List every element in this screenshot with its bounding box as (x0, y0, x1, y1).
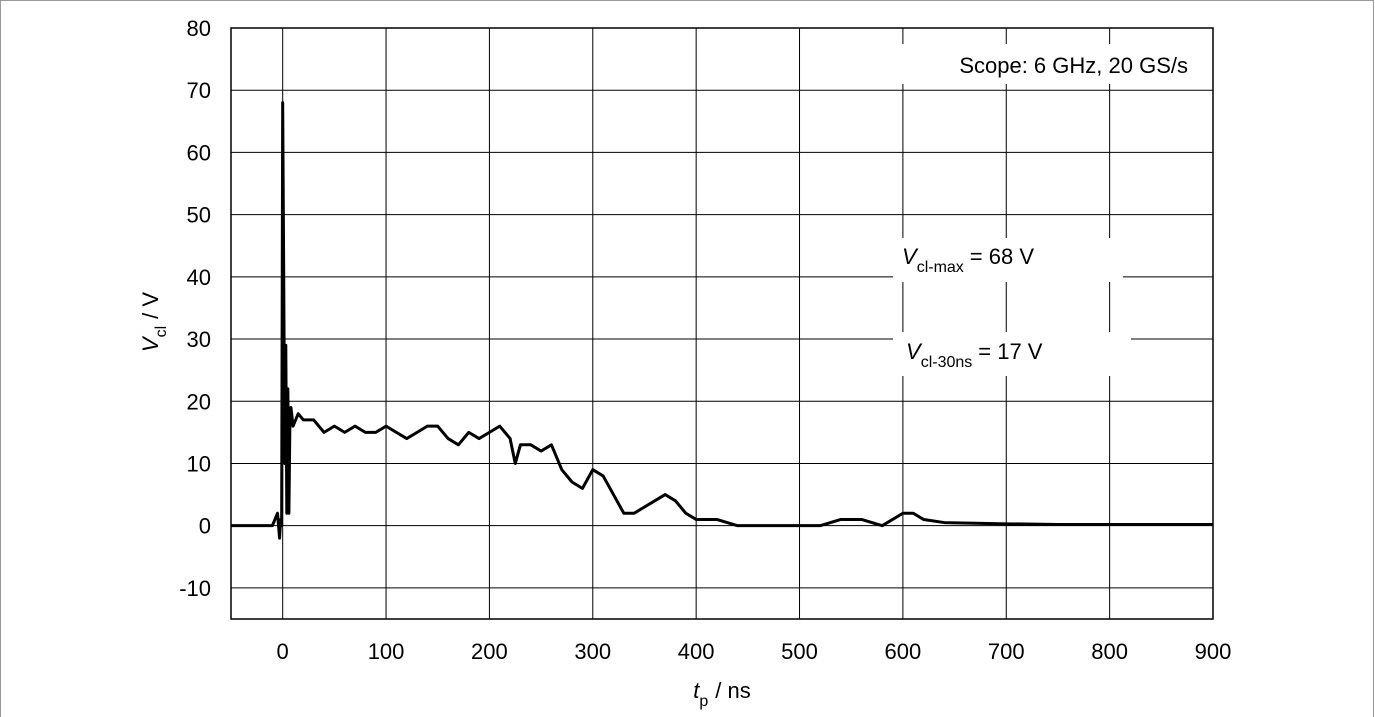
grid (231, 27, 1214, 619)
x-axis-label: tp / ns (693, 678, 751, 710)
y-tick-label: 70 (187, 78, 211, 103)
x-tick-label: 300 (574, 639, 611, 664)
y-tick-label: -10 (179, 576, 211, 601)
y-tick-label: 20 (187, 389, 211, 414)
annotation: Vcl-30ns = 17 V (906, 339, 1043, 371)
data-line (231, 101, 1213, 540)
x-tick-label: 700 (988, 639, 1025, 664)
axis-subscript: p (699, 693, 708, 710)
axis-symbol: t (693, 678, 700, 703)
annotation-bg (893, 332, 1131, 376)
y-tick-label: 10 (187, 451, 211, 476)
y-tick-label: 0 (199, 514, 211, 539)
x-tick-label: 100 (368, 639, 405, 664)
axis-subscript: cl (153, 326, 170, 338)
annotation-text: = 68 V (970, 244, 1035, 269)
annotation-bg (830, 44, 1200, 84)
annotation-text: = 17 V (978, 339, 1043, 364)
y-tick-label: 50 (187, 203, 211, 228)
annotation: Scope: 6 GHz, 20 GS/s (959, 53, 1188, 78)
y-axis-label: Vcl / V (138, 292, 170, 352)
x-tick-label: 800 (1091, 639, 1128, 664)
y-tick-label: 80 (187, 16, 211, 41)
x-tick-label: 400 (678, 639, 715, 664)
y-tick-label: 40 (187, 265, 211, 290)
annotation-bg (893, 238, 1123, 282)
annotation-symbol: V (902, 244, 919, 269)
annotation-subscript: cl-30ns (921, 354, 973, 371)
axis-unit: / V (138, 292, 163, 319)
y-tick-label: 60 (187, 140, 211, 165)
x-tick-label: 500 (781, 639, 818, 664)
annotation: Vcl-max = 68 V (902, 244, 1034, 276)
x-tick-label: 200 (471, 639, 508, 664)
axis-unit: / ns (715, 678, 750, 703)
annotation-symbol: V (906, 339, 923, 364)
x-tick-label: 900 (1195, 639, 1232, 664)
x-tick-label: 0 (277, 639, 289, 664)
x-tick-label: 600 (885, 639, 922, 664)
axis-symbol: V (138, 335, 163, 352)
annotation-subscript: cl-max (917, 259, 964, 276)
y-tick-label: 30 (187, 327, 211, 352)
plot-border (230, 27, 1214, 620)
annotation-text: Scope: 6 GHz, 20 GS/s (959, 53, 1188, 78)
